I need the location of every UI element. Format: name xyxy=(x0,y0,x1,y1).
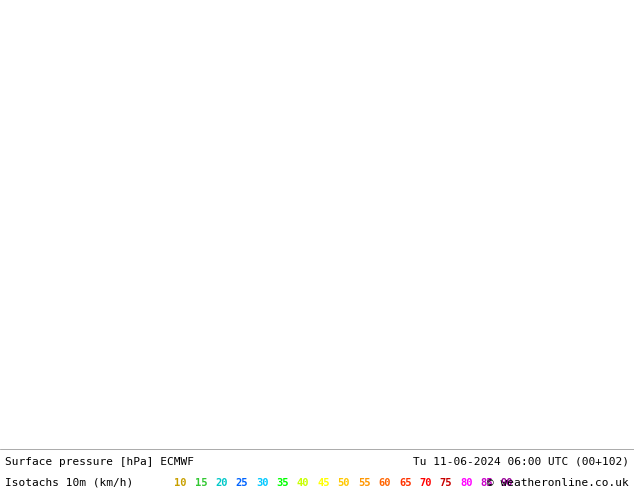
Text: 40: 40 xyxy=(297,477,309,488)
Text: 85: 85 xyxy=(481,477,493,488)
Text: 90: 90 xyxy=(501,477,514,488)
Text: Surface pressure [hPa] ECMWF: Surface pressure [hPa] ECMWF xyxy=(5,457,194,466)
Text: 25: 25 xyxy=(236,477,248,488)
Text: Isotachs 10m (km/h): Isotachs 10m (km/h) xyxy=(5,477,133,488)
Text: 55: 55 xyxy=(358,477,371,488)
Text: 80: 80 xyxy=(460,477,472,488)
Text: 60: 60 xyxy=(378,477,391,488)
Text: 10: 10 xyxy=(174,477,187,488)
Text: 30: 30 xyxy=(256,477,269,488)
Text: 20: 20 xyxy=(216,477,228,488)
Text: 75: 75 xyxy=(440,477,452,488)
Text: 50: 50 xyxy=(338,477,350,488)
Text: 15: 15 xyxy=(195,477,207,488)
Text: 35: 35 xyxy=(276,477,289,488)
Text: 70: 70 xyxy=(419,477,432,488)
Text: © weatheronline.co.uk: © weatheronline.co.uk xyxy=(487,477,629,488)
Text: Tu 11-06-2024 06:00 UTC (00+102): Tu 11-06-2024 06:00 UTC (00+102) xyxy=(413,457,629,466)
Text: 45: 45 xyxy=(317,477,330,488)
Text: 65: 65 xyxy=(399,477,411,488)
